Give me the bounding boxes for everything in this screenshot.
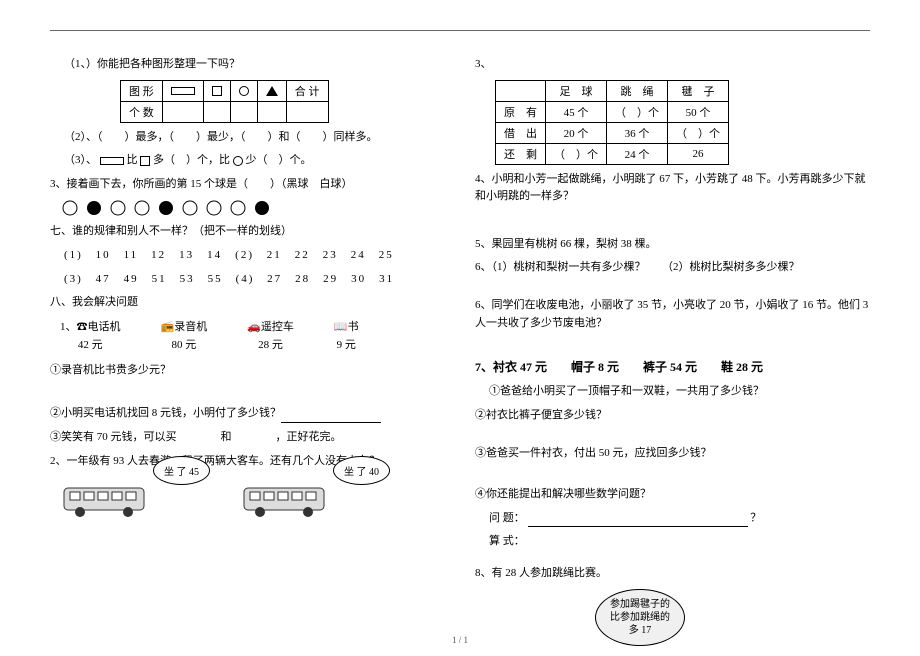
cell-triangle (257, 80, 286, 101)
item-name: 遥控车 (261, 321, 294, 333)
bus-2: 坐 了 40 (240, 480, 330, 523)
bus-icon (240, 480, 330, 520)
section7-title: 七、谁的规律和别人不一样？（把不一样的划线） (50, 223, 445, 241)
cell: 跳 绳 (607, 80, 668, 101)
r5: 5、果园里有桃树 66 棵，梨树 38 棵。 (475, 236, 870, 254)
item-name: 书 (348, 321, 359, 333)
car-icon: 🚗 (247, 321, 261, 333)
q8-2: ②小明买电话机找回 8 元钱，小明付了多少钱？ (50, 405, 445, 423)
label: 问 题： (489, 512, 525, 524)
seq-row-1: (1) 10 11 12 13 14 (2) 21 22 23 24 25 (64, 247, 445, 265)
cell-rect (162, 80, 203, 101)
items-row: 1、☎电话机 42 元 📻录音机 80 元 🚗遥控车 28 元 📖书 9 元 (60, 318, 445, 352)
r7-1: ①爸爸给小明买了一顶帽子和一双鞋，一共用了多少钱？ (489, 383, 870, 401)
item-price: 28 元 (247, 336, 294, 352)
item-name: 录音机 (174, 321, 207, 333)
r6: 6、（1）桃树和梨树一共有多少棵？ （2）桃树比梨树多多少棵？ (475, 259, 870, 277)
q8-3: ③笑笑有 70 元钱，可以买 和 ，正好花完。 (50, 429, 445, 447)
bus-bubble-1: 坐 了 45 (153, 456, 210, 485)
item-phone: 1、☎电话机 42 元 (60, 318, 121, 352)
text: （3）、 (64, 154, 97, 166)
cell: 合 计 (286, 80, 328, 101)
r7-4: ④你还能提出和解决哪些数学问题？ (475, 486, 870, 504)
bus-icon (60, 480, 150, 520)
item-price: 80 元 (161, 336, 208, 352)
r7-4b: 算 式： (489, 533, 870, 551)
q1-title: （1、）你能把各种图形整理一下吗？ (64, 56, 445, 74)
items-prefix: 1、 (60, 321, 77, 333)
cell (496, 80, 546, 101)
text: 多（ ）个，比 (153, 154, 230, 166)
item-radio: 📻录音机 80 元 (161, 318, 208, 352)
r7-2: ②衬衣比裤子便宜多少钱？ (475, 407, 870, 425)
cell: 50 个 (668, 101, 729, 122)
cell: 图 形 (121, 80, 163, 101)
item-book: 📖书 9 元 (334, 318, 359, 352)
r8: 8、有 28 人参加跳绳比赛。 (475, 565, 870, 583)
table3: 足 球 跳 绳 毽 子 原 有 45 个 （ ）个 50 个 借 出 20 个 … (495, 80, 729, 165)
cell: （ ）个 (546, 143, 607, 164)
shape-table: 图 形 合 计 个 数 (120, 80, 329, 123)
cell (162, 101, 203, 122)
square-icon (140, 156, 150, 166)
text: ②小明买电话机找回 8 元钱，小明付了多少钱？ (50, 407, 281, 419)
text: ？ (750, 512, 761, 524)
cell (230, 101, 257, 122)
cell: 个 数 (121, 101, 163, 122)
seq-row-2: (3) 47 49 51 53 55 (4) 27 28 29 30 31 (64, 271, 445, 289)
phone-icon: ☎ (77, 321, 88, 333)
cell: 还 剩 (496, 143, 546, 164)
rect-icon (100, 157, 124, 165)
blank (281, 411, 381, 423)
bus-1: 坐 了 45 (60, 480, 150, 523)
cell: 原 有 (496, 101, 546, 122)
item-price: 9 元 (334, 336, 359, 352)
cell: 20 个 (546, 122, 607, 143)
text: 比 (127, 154, 141, 166)
r7-3: ③爸爸买一件衬衣，付出 50 元，应找回多少钱？ (475, 445, 870, 463)
page-footer: 1 / 1 (452, 635, 468, 645)
circle-icon (233, 156, 243, 166)
cell: 毽 子 (668, 80, 729, 101)
q3: 3、接着画下去，你所画的第 15 个球是（ ）（黑球 白球） (50, 176, 445, 194)
blank (528, 515, 748, 527)
q1-3: （3）、 比 多（ ）个，比 少（ ）个。 (64, 152, 445, 170)
cell: 足 球 (546, 80, 607, 101)
item-name: 电话机 (88, 321, 121, 333)
cell: 24 个 (607, 143, 668, 164)
cell: 26 (668, 143, 729, 164)
item-price: 42 元 (60, 336, 121, 352)
q8-1: ①录音机比书贵多少元？ (50, 362, 445, 380)
cell: （ ）个 (607, 101, 668, 122)
text: 少（ ）个。 (246, 154, 312, 166)
r3-label: 3、 (475, 56, 870, 74)
radio-icon: 📻 (161, 321, 175, 333)
cell (203, 101, 230, 122)
cell: （ ）个 (668, 122, 729, 143)
cell: 借 出 (496, 122, 546, 143)
book-icon: 📖 (334, 321, 348, 333)
ball-pattern (60, 199, 445, 217)
q1-2: （2）、（ ）最多，（ ）最少，（ ）和（ ）同样多。 (64, 129, 445, 147)
cell (257, 101, 286, 122)
cell-circle (230, 80, 257, 101)
section8-title: 八、我会解决问题 (50, 294, 445, 312)
r8-bubble: 参加踢毽子的比参加跳绳的多 17 (595, 589, 685, 646)
r7: 7、衬衣 47 元 帽子 8 元 裤子 54 元 鞋 28 元 (475, 358, 870, 377)
bus-bubble-2: 坐 了 40 (333, 456, 390, 485)
r4: 4、小明和小芳一起做跳绳，小明跳了 67 下，小芳跳了 48 下。小芳再跳多少下… (475, 171, 870, 206)
cell: 45 个 (546, 101, 607, 122)
cell: 36 个 (607, 122, 668, 143)
cell-square (203, 80, 230, 101)
r7-4a: 问 题： ？ (489, 510, 870, 528)
item-car: 🚗遥控车 28 元 (247, 318, 294, 352)
bus-row: 坐 了 45 坐 了 40 (60, 480, 445, 523)
r6b: 6、同学们在收废电池，小丽收了 35 节，小亮收了 20 节，小娟收了 16 节… (475, 297, 870, 332)
cell (286, 101, 328, 122)
